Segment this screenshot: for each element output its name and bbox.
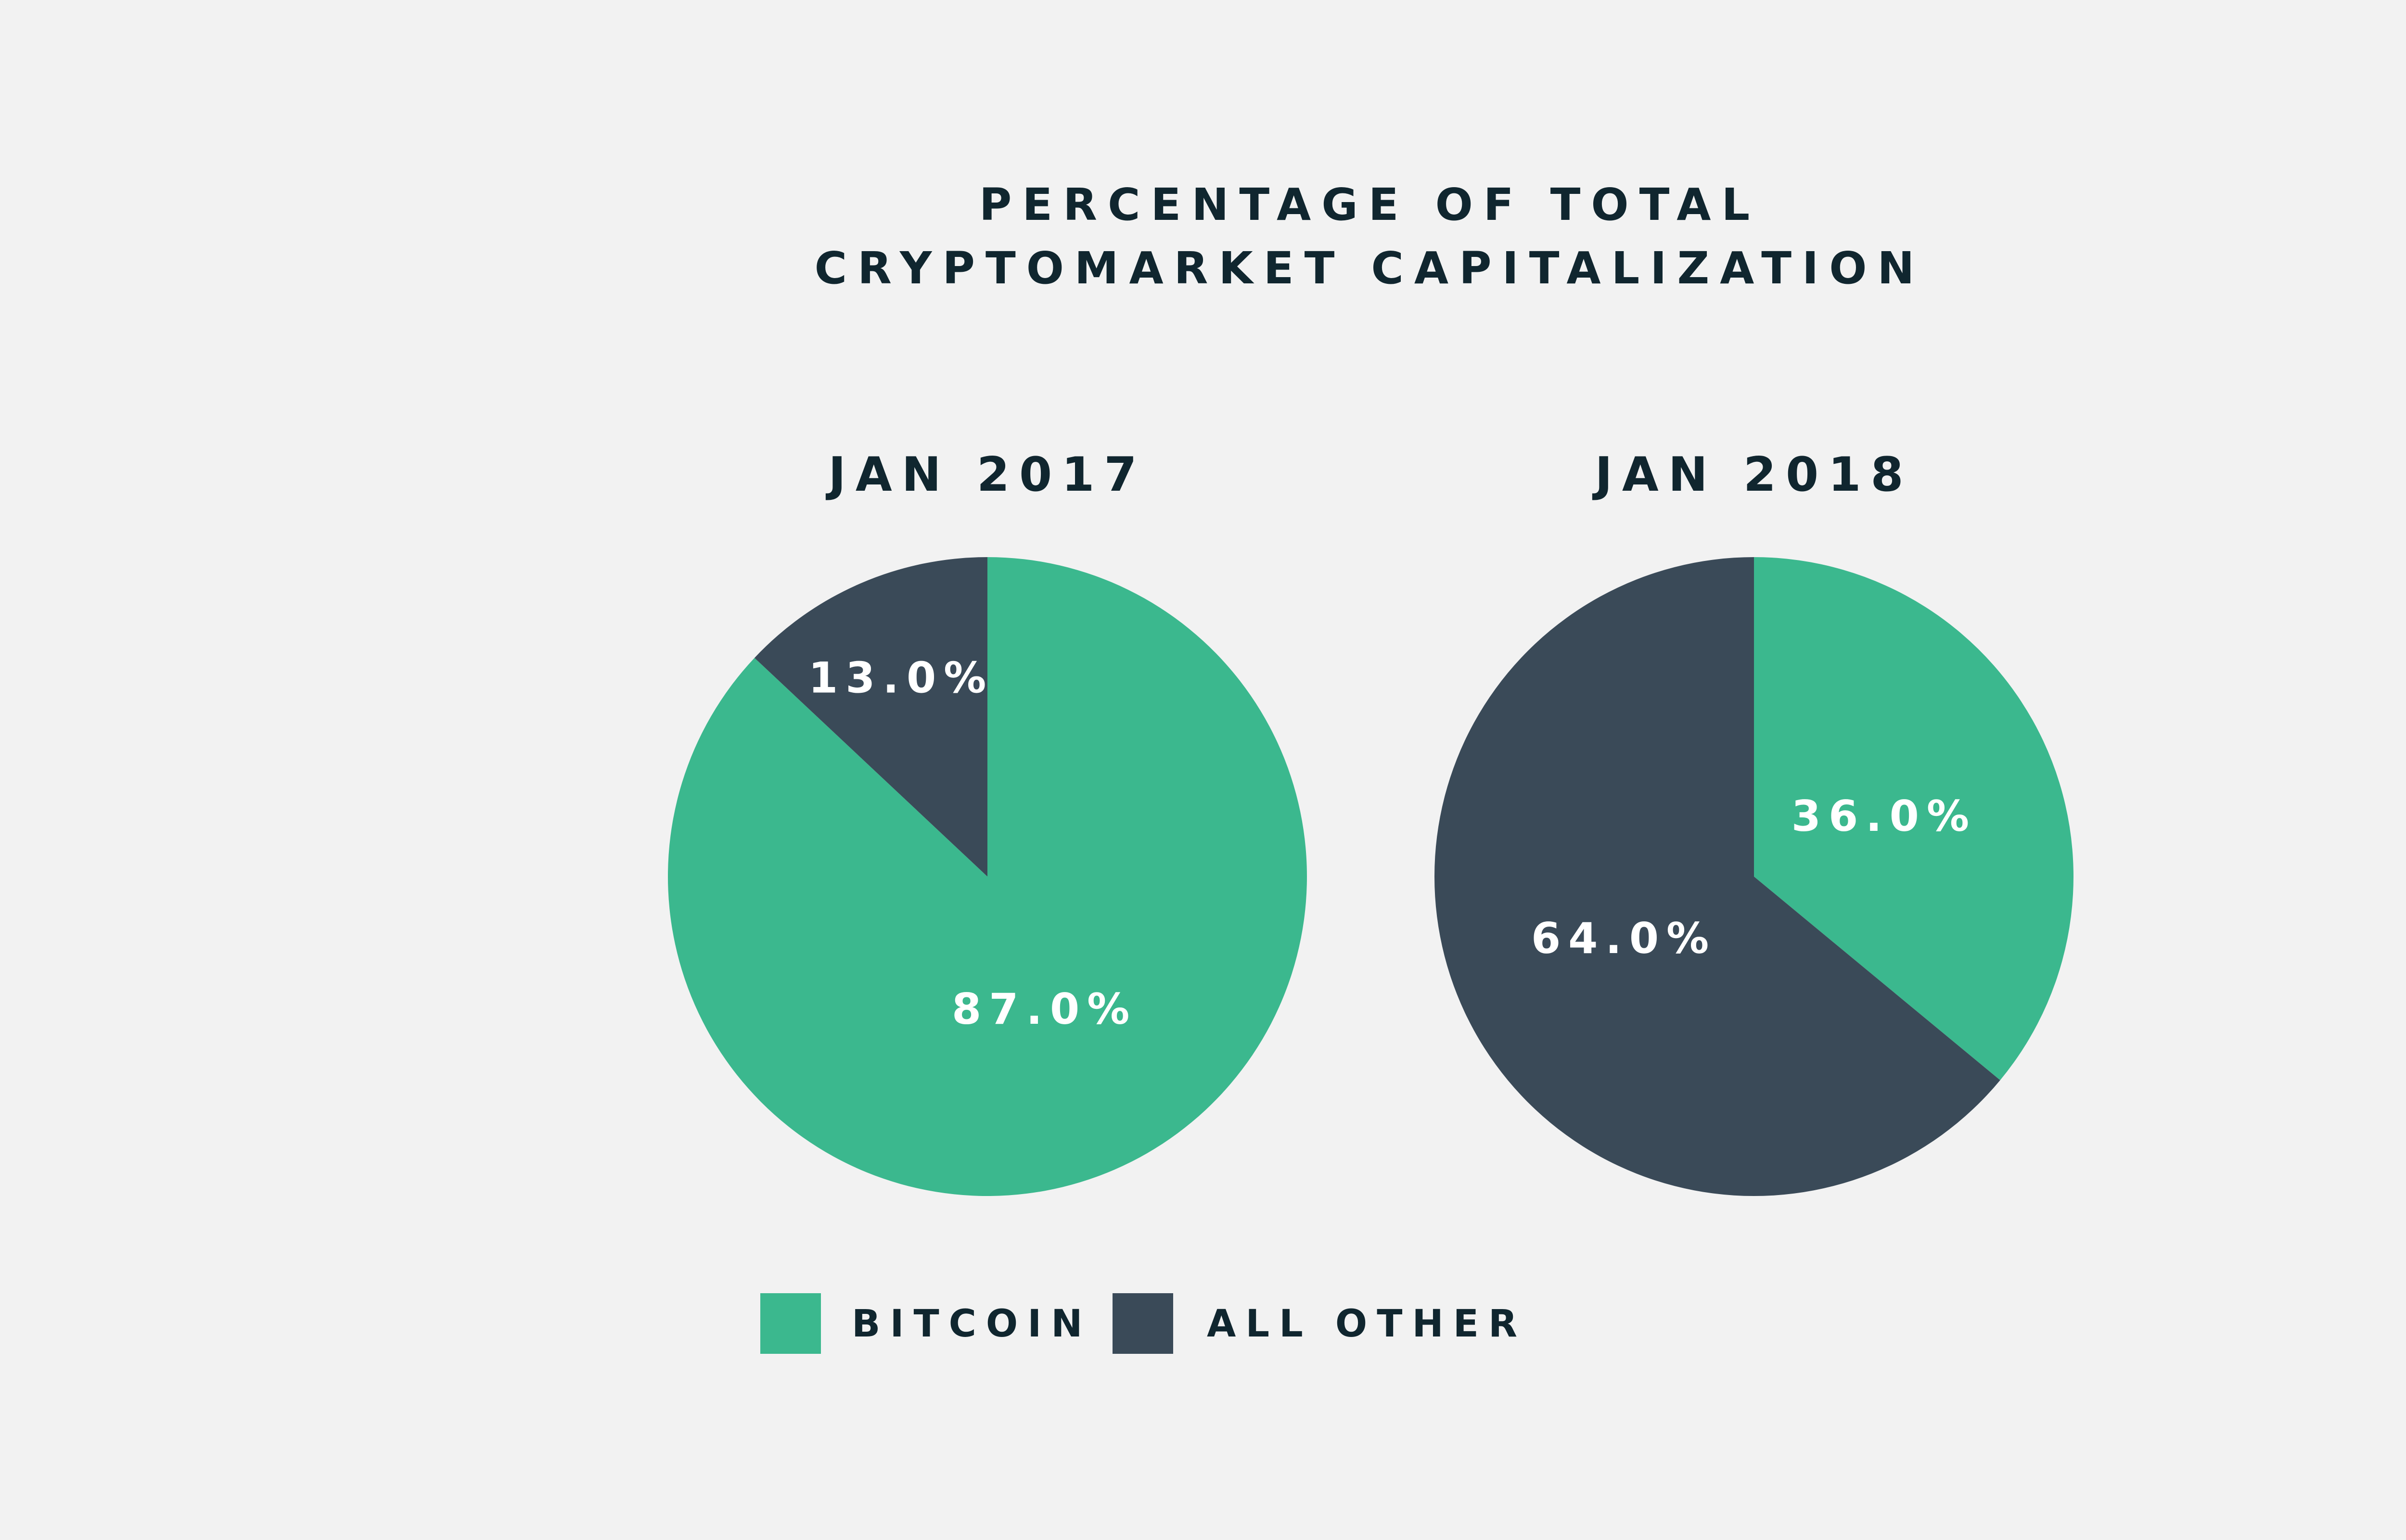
pie-2-label-bitcoin: 36.0% [1792,791,1977,841]
pie-2-slice-bitcoin [1754,557,2073,1081]
chart-main-title: PERCENTAGE OF TOTAL CRYPTOMARKET CAPITAL… [0,173,2406,300]
chart-title-line-1: PERCENTAGE OF TOTAL [979,179,1761,230]
pie-1-slice-all-other [754,557,987,877]
pie-1-slice-bitcoin [667,557,1307,1196]
pie-1-label-bitcoin: 87.0% [952,984,1137,1034]
pie-title-2: JAN 2018 [1592,447,1913,502]
legend: BITCOIN ALL OTHER [760,1293,1527,1354]
pie-2-slice-all-other [1434,557,2000,1196]
pie-title-1: JAN 2017 [825,447,1146,502]
legend-label-bitcoin: BITCOIN [852,1302,1092,1346]
legend-swatch-bitcoin [760,1293,821,1354]
legend-swatch-all-other [1113,1293,1173,1354]
pie-chart-2: JAN 2018 36.0% 64.0% [1434,447,2073,1196]
pie-2-label-all-other: 64.0% [1531,914,1716,963]
chart-title-line-2: CRYPTOMARKET CAPITALIZATION [814,242,1925,294]
pies-layer: JAN 2017 87.0% 13.0% JAN 2018 36.0% 64.0% [667,447,2073,1196]
pie-1-label-all-other: 13.0% [808,653,994,703]
legend-label-all-other: ALL OTHER [1207,1302,1527,1346]
pie-chart-1: JAN 2017 87.0% 13.0% [667,447,1307,1196]
